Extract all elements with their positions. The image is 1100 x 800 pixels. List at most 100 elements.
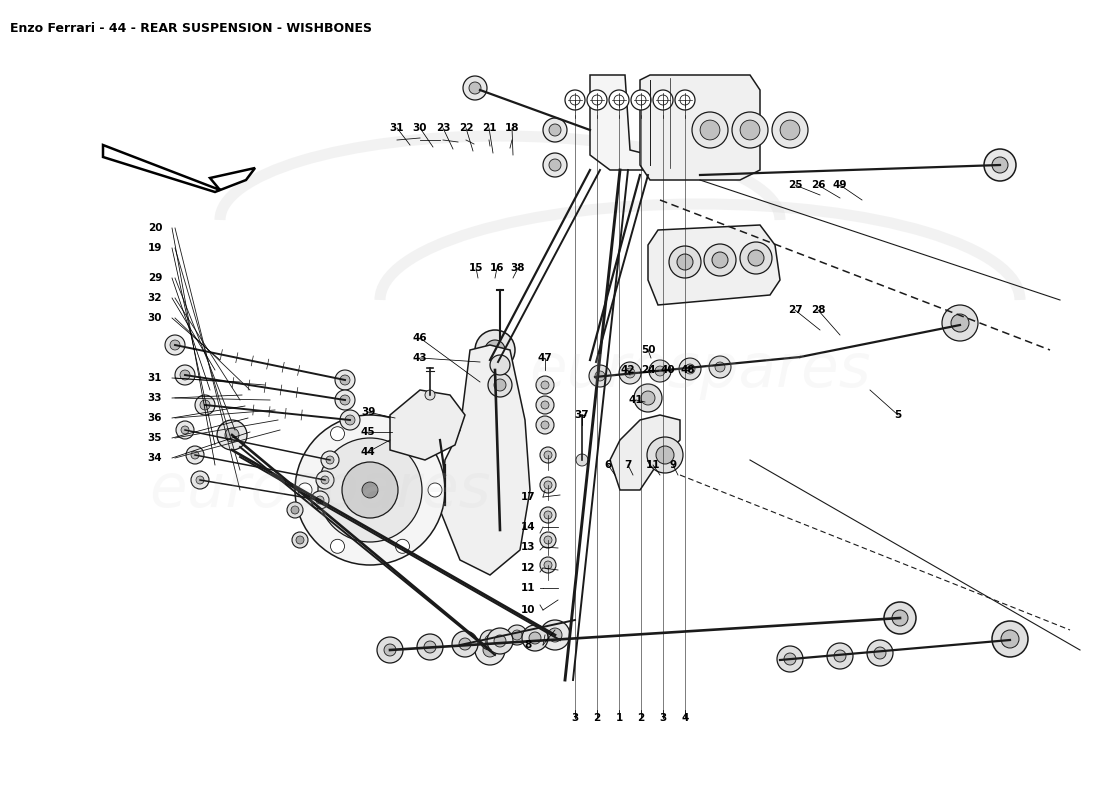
Text: 10: 10 [520, 605, 536, 615]
Text: 1: 1 [615, 713, 623, 723]
Circle shape [342, 462, 398, 518]
Text: 33: 33 [147, 393, 163, 403]
Text: 15: 15 [469, 263, 483, 273]
Circle shape [345, 415, 355, 425]
Circle shape [452, 631, 478, 657]
Circle shape [298, 483, 312, 497]
Circle shape [424, 641, 436, 653]
Circle shape [340, 375, 350, 385]
Circle shape [316, 496, 324, 504]
Text: 11: 11 [520, 583, 536, 593]
Text: 40: 40 [661, 365, 675, 375]
Circle shape [625, 368, 635, 378]
Text: 24: 24 [640, 365, 656, 375]
Circle shape [522, 625, 548, 651]
Circle shape [494, 379, 506, 391]
Circle shape [549, 124, 561, 136]
Circle shape [396, 539, 409, 554]
Circle shape [544, 451, 552, 459]
Circle shape [180, 370, 190, 380]
Circle shape [330, 426, 344, 441]
Text: 5: 5 [894, 410, 902, 420]
Circle shape [336, 370, 355, 390]
Circle shape [676, 254, 693, 270]
Text: 27: 27 [788, 305, 802, 315]
Text: 23: 23 [436, 123, 450, 133]
Text: 45: 45 [361, 427, 375, 437]
Text: 8: 8 [525, 640, 531, 650]
Circle shape [326, 456, 334, 464]
Text: 20: 20 [147, 223, 163, 233]
Circle shape [772, 112, 808, 148]
Circle shape [200, 400, 210, 410]
Circle shape [540, 447, 556, 463]
Circle shape [536, 376, 554, 394]
Text: 4: 4 [681, 713, 689, 723]
Circle shape [292, 506, 299, 514]
Text: 49: 49 [833, 180, 847, 190]
Circle shape [544, 481, 552, 489]
Text: 22: 22 [459, 123, 473, 133]
Circle shape [362, 482, 378, 498]
Text: 38: 38 [510, 263, 526, 273]
Circle shape [544, 561, 552, 569]
Circle shape [485, 340, 505, 360]
Circle shape [483, 643, 497, 657]
Circle shape [165, 335, 185, 355]
Polygon shape [648, 225, 780, 305]
Circle shape [170, 340, 180, 350]
Circle shape [679, 358, 701, 380]
Circle shape [217, 420, 248, 450]
Circle shape [780, 120, 800, 140]
Circle shape [685, 364, 695, 374]
Text: 11: 11 [646, 460, 660, 470]
Circle shape [867, 640, 893, 666]
Circle shape [992, 157, 1008, 173]
Circle shape [191, 451, 199, 459]
Circle shape [619, 362, 641, 384]
Circle shape [487, 628, 513, 654]
Circle shape [195, 395, 214, 415]
Text: 14: 14 [520, 522, 536, 532]
Text: 42: 42 [620, 365, 636, 375]
Circle shape [541, 381, 549, 389]
Circle shape [469, 82, 481, 94]
Circle shape [777, 646, 803, 672]
Circle shape [463, 76, 487, 100]
Circle shape [544, 536, 552, 544]
Circle shape [884, 602, 916, 634]
Circle shape [834, 650, 846, 662]
Circle shape [417, 634, 443, 660]
Circle shape [453, 635, 473, 655]
Circle shape [384, 644, 396, 656]
Circle shape [336, 390, 355, 410]
Circle shape [536, 396, 554, 414]
Circle shape [704, 244, 736, 276]
Text: 31: 31 [389, 123, 405, 133]
Circle shape [540, 507, 556, 523]
Text: 2: 2 [637, 713, 645, 723]
Text: 3: 3 [571, 713, 579, 723]
Text: 37: 37 [574, 410, 590, 420]
Circle shape [587, 90, 607, 110]
Circle shape [740, 120, 760, 140]
Circle shape [710, 356, 732, 378]
Circle shape [576, 454, 588, 466]
Text: 13: 13 [520, 542, 536, 552]
Polygon shape [640, 75, 760, 180]
Circle shape [540, 557, 556, 573]
Circle shape [549, 159, 561, 171]
Text: 29: 29 [147, 273, 162, 283]
Circle shape [186, 446, 204, 464]
Circle shape [321, 451, 339, 469]
Circle shape [296, 536, 304, 544]
Polygon shape [440, 345, 530, 575]
Text: 41: 41 [629, 395, 644, 405]
Text: 12: 12 [520, 563, 536, 573]
Circle shape [874, 647, 886, 659]
Text: 48: 48 [681, 365, 695, 375]
Text: 18: 18 [505, 123, 519, 133]
Text: 44: 44 [361, 447, 375, 457]
Text: 34: 34 [147, 453, 163, 463]
Circle shape [692, 112, 728, 148]
